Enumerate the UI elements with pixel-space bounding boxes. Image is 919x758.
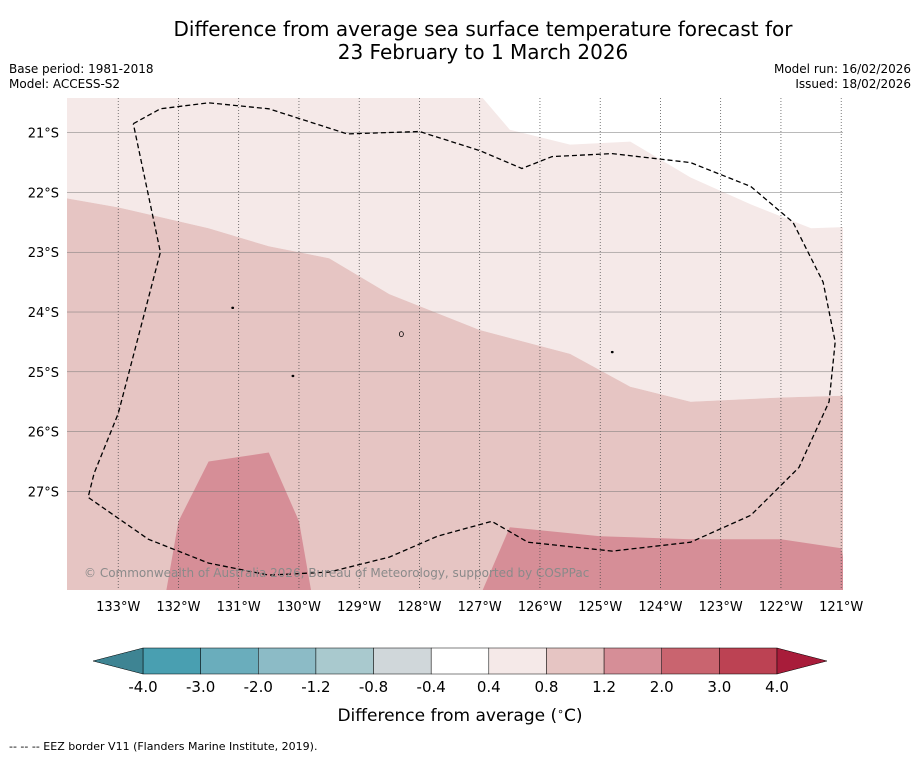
island-2 xyxy=(398,331,404,338)
anomaly-region-4 xyxy=(482,527,843,590)
islands xyxy=(231,306,614,378)
lat-tick-label: 27°S xyxy=(28,485,59,500)
colorbar-segment xyxy=(603,647,662,675)
colorbar-segment xyxy=(719,647,778,675)
eez-border-line xyxy=(87,102,836,576)
colorbar-tick-label: -0.4 xyxy=(417,678,446,696)
colorbar: -4.0 -3.0 -2.0 -1.2 -0.8 -0.4 0.4 0.8 1.2 2.0 3.0 4… xyxy=(92,647,828,696)
colorbar-tick-label: 1.2 xyxy=(592,678,616,696)
lon-tick-label: 122°W xyxy=(759,600,803,615)
meta-left: Base period: 1981-2018 Model: ACCESS-S2 xyxy=(9,62,154,92)
lat-tick-label: 23°S xyxy=(28,246,59,261)
colorbar-segment xyxy=(661,647,720,675)
colorbar-tick-label: -4.0 xyxy=(128,678,157,696)
lon-tick-label: 132°W xyxy=(156,600,200,615)
graticule xyxy=(67,98,843,590)
lon-tick-label: 129°W xyxy=(337,600,381,615)
colorbar-segment xyxy=(200,647,259,675)
model-name: Model: ACCESS-S2 xyxy=(9,77,121,91)
model-run: Model run: 16/02/2026 xyxy=(773,62,911,76)
colorbar-label-unit: C) xyxy=(564,706,583,726)
island-4 xyxy=(291,374,295,378)
sst-anomaly-map: © Commonwealth of Australia 2026, Bureau… xyxy=(28,98,863,726)
colorbar-tick-label: -2.0 xyxy=(244,678,273,696)
lat-tick-label: 21°S xyxy=(28,127,59,142)
lat-tick-label: 24°S xyxy=(28,306,59,321)
lon-tick-label: 131°W xyxy=(217,600,261,615)
colorbar-label-text: Difference from average ( xyxy=(337,706,557,726)
colorbar-segment xyxy=(430,647,490,675)
colorbar-tick-label: 3.0 xyxy=(707,678,731,696)
lon-tick-label: 124°W xyxy=(638,600,682,615)
eez-footnote: -- -- -- EEZ border V11 (Flanders Marine… xyxy=(9,740,318,753)
colorbar-tick-label: 0.4 xyxy=(477,678,501,696)
colorbar-segment xyxy=(373,647,432,675)
colorbar-segment xyxy=(546,647,605,675)
issued-date: Issued: 18/02/2026 xyxy=(795,77,911,91)
lat-tick-label: 22°S xyxy=(28,186,59,201)
colorbar-tick-label: 4.0 xyxy=(765,678,789,696)
colorbar-segment xyxy=(315,647,374,675)
lon-tick-label: 121°W xyxy=(819,600,863,615)
title-line-1: Difference from average sea surface temp… xyxy=(173,17,793,41)
colorbar-over-arrow xyxy=(776,647,828,675)
anomaly-region-1 xyxy=(67,98,843,402)
island-3 xyxy=(610,350,614,354)
colorbar-under-arrow xyxy=(92,647,144,675)
latitude-tick-labels: 21°S 22°S 23°S 24°S 25°S 26°S 27°S xyxy=(28,127,59,501)
colorbar-segment xyxy=(258,647,317,675)
longitude-tick-labels: 133°W 132°W 131°W 130°W 129°W 128°W 127°W 126°W… xyxy=(96,600,863,615)
lon-tick-label: 133°W xyxy=(96,600,140,615)
colorbar-tick-label: 0.8 xyxy=(535,678,559,696)
lon-tick-label: 123°W xyxy=(699,600,743,615)
colorbar-segment xyxy=(142,647,201,675)
colorbar-tick-label: -0.8 xyxy=(359,678,388,696)
eez-border xyxy=(87,102,836,576)
degree-symbol: ∘ xyxy=(557,705,564,718)
lat-tick-label: 25°S xyxy=(28,366,59,381)
colorbar-tick-label: -1.2 xyxy=(301,678,330,696)
lon-tick-label: 125°W xyxy=(578,600,622,615)
lat-tick-label: 26°S xyxy=(28,426,59,441)
anomaly-fill-regions xyxy=(67,98,843,590)
colorbar-segment xyxy=(488,647,547,675)
title-line-2: 23 February to 1 March 2026 xyxy=(337,40,629,64)
meta-right: Model run: 16/02/2026 Issued: 18/02/2026 xyxy=(774,62,911,92)
colorbar-tick-label: 2.0 xyxy=(650,678,674,696)
colorbar-tick-label: -3.0 xyxy=(186,678,215,696)
island-1 xyxy=(231,306,235,310)
base-period: Base period: 1981-2018 xyxy=(9,62,154,76)
colorbar-label: Difference from average (∘C) xyxy=(337,705,582,726)
lon-tick-label: 126°W xyxy=(518,600,562,615)
lon-tick-label: 128°W xyxy=(397,600,441,615)
lon-tick-label: 127°W xyxy=(458,600,502,615)
copyright-watermark: © Commonwealth of Australia 2026, Bureau… xyxy=(84,566,589,580)
chart-title: Difference from average sea surface temp… xyxy=(0,18,919,64)
lon-tick-label: 130°W xyxy=(277,600,321,615)
